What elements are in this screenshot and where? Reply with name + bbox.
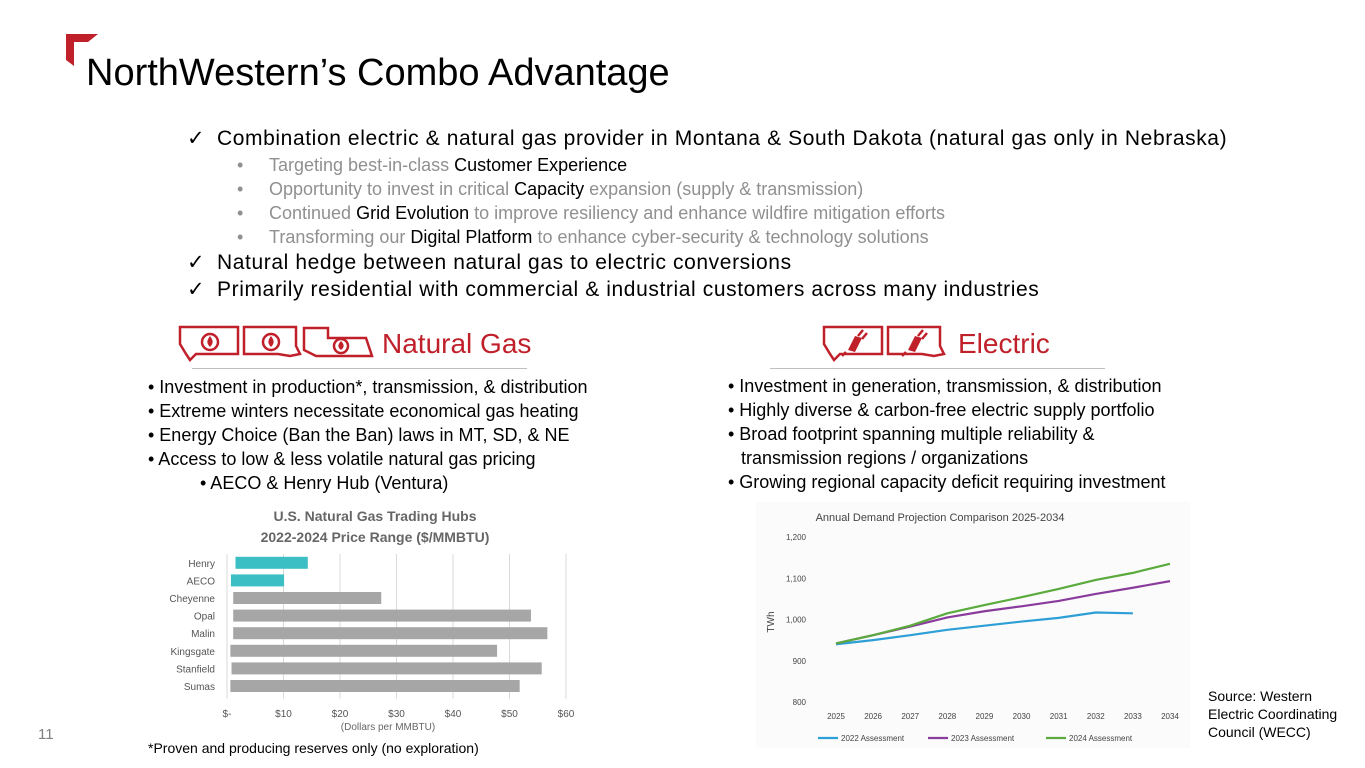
electric-heading: Electric xyxy=(958,328,1050,359)
corner-accent-logo xyxy=(66,34,98,66)
gas-flame-south-dakota-icon xyxy=(242,325,302,358)
electric-plug-montana-icon xyxy=(822,325,884,362)
x-tick-label: $10 xyxy=(275,709,292,720)
y-tick-label: 1,100 xyxy=(786,574,807,583)
electric-bullet: • Growing regional capacity deficit requ… xyxy=(728,472,1166,492)
gas-flame-nebraska-icon xyxy=(302,326,374,358)
category-label: Opal xyxy=(194,612,215,623)
y-tick-label: 1,000 xyxy=(786,616,807,625)
gas-bullet: • Energy Choice (Ban the Ban) laws in MT… xyxy=(148,425,570,445)
state-gas-icons xyxy=(178,325,374,362)
x-tick-label: 2033 xyxy=(1124,712,1142,721)
x-tick-label: 2028 xyxy=(938,712,956,721)
y-tick-label: 800 xyxy=(793,698,807,707)
category-label: Henry xyxy=(188,559,215,570)
bar-aeco xyxy=(230,574,285,587)
electric-bullet: • Highly diverse & carbon-free electric … xyxy=(728,400,1155,420)
x-tick-label: 2026 xyxy=(864,712,882,721)
bar-stanfield xyxy=(231,662,542,675)
x-tick-label: 2027 xyxy=(901,712,919,721)
y-axis-label: TWh xyxy=(766,611,777,632)
legend-label: 2023 Assessment xyxy=(951,734,1015,743)
category-label: Kingsgate xyxy=(171,647,216,658)
x-tick-label: $60 xyxy=(558,709,575,720)
chart-title: Annual Demand Projection Comparison 2025… xyxy=(816,512,1065,524)
series-line xyxy=(835,611,1133,646)
state-electric-icons xyxy=(822,325,946,362)
y-tick-label: 1,200 xyxy=(786,533,807,542)
check-item-text: Combination electric & natural gas provi… xyxy=(217,127,1228,150)
legend-label: 2024 Assessment xyxy=(1069,734,1133,743)
x-tick-label: 2031 xyxy=(1050,712,1068,721)
check-item-combination: ✓ Combination electric & natural gas pro… xyxy=(187,126,1228,152)
electric-plug-south-dakota-icon xyxy=(886,325,946,358)
bar-kingsgate xyxy=(230,644,498,657)
chart-subtitle: 2022-2024 Price Range ($/MMBTU) xyxy=(261,529,490,545)
category-label: Cheyenne xyxy=(169,594,215,605)
check-item-text: Natural hedge between natural gas to ele… xyxy=(217,251,792,274)
bar-opal xyxy=(233,609,531,622)
x-tick-label: 2032 xyxy=(1087,712,1105,721)
category-label: Sumas xyxy=(184,682,215,693)
section-divider xyxy=(770,368,1105,369)
demand-projection-chart: Annual Demand Projection Comparison 2025… xyxy=(756,502,1190,748)
sub-bullet-capacity: • Opportunity to invest in critical Capa… xyxy=(237,179,864,199)
source-note: Source: Western Electric Coordinating Co… xyxy=(1208,688,1338,740)
gas-bullet: • Investment in production*, transmissio… xyxy=(148,377,588,397)
gas-hub-price-chart: U.S. Natural Gas Trading Hubs 2022-2024 … xyxy=(169,508,575,733)
natural-gas-heading: Natural Gas xyxy=(382,328,532,359)
check-item-text: Primarily residential with commercial & … xyxy=(217,278,1040,301)
page-title: NorthWestern’s Combo Advantage xyxy=(86,52,670,94)
electric-bullet: • Broad footprint spanning multiple reli… xyxy=(728,424,1095,444)
section-divider xyxy=(192,368,527,369)
checkmark-icon: ✓ xyxy=(187,251,206,274)
category-label: AECO xyxy=(187,576,216,587)
x-tick-label: 2025 xyxy=(827,712,845,721)
footnote: *Proven and producing reserves only (no … xyxy=(148,740,479,756)
sub-bullet-customer-experience: • Targeting best-in-class Customer Exper… xyxy=(237,155,628,175)
x-tick-label: 2030 xyxy=(1013,712,1031,721)
x-axis-label: (Dollars per MMBTU) xyxy=(341,722,435,733)
bar-cheyenne xyxy=(233,592,382,604)
sub-bullet-digital-platform: • Transforming our Digital Platform to e… xyxy=(237,227,929,247)
checkmark-icon: ✓ xyxy=(187,127,206,150)
sub-bullet-grid-evolution: • Continued Grid Evolution to improve re… xyxy=(237,203,946,223)
page-number: 11 xyxy=(38,726,54,743)
x-tick-label: $- xyxy=(223,709,232,720)
electric-bullet: • Investment in generation, transmission… xyxy=(728,376,1162,396)
electric-bullet-continuation: transmission regions / organizations xyxy=(741,448,1029,468)
category-label: Stanfield xyxy=(176,664,215,675)
gas-sub-bullet: • AECO & Henry Hub (Ventura) xyxy=(200,473,449,493)
x-tick-label: 2034 xyxy=(1161,712,1179,721)
gas-bullet: • Extreme winters necessitate economical… xyxy=(148,401,579,421)
x-tick-label: $30 xyxy=(388,709,405,720)
checkmark-icon: ✓ xyxy=(187,278,206,301)
gas-flame-montana-icon xyxy=(178,325,240,362)
gas-bullet: • Access to low & less volatile natural … xyxy=(148,449,536,469)
x-tick-label: $40 xyxy=(445,709,462,720)
bar-malin xyxy=(233,627,548,640)
series-line xyxy=(835,562,1171,645)
chart-background xyxy=(756,502,1190,748)
chart-title: U.S. Natural Gas Trading Hubs xyxy=(273,508,476,524)
check-item-residential: ✓ Primarily residential with commercial … xyxy=(187,277,1040,303)
check-item-natural-hedge: ✓ Natural hedge between natural gas to e… xyxy=(187,250,792,276)
legend-label: 2022 Assessment xyxy=(841,734,905,743)
x-tick-label: 2029 xyxy=(976,712,994,721)
bar-sumas xyxy=(230,680,520,692)
x-tick-label: $50 xyxy=(501,709,518,720)
bar-henry xyxy=(235,556,308,569)
category-label: Malin xyxy=(191,629,215,640)
y-tick-label: 900 xyxy=(793,657,807,666)
x-tick-label: $20 xyxy=(332,709,349,720)
